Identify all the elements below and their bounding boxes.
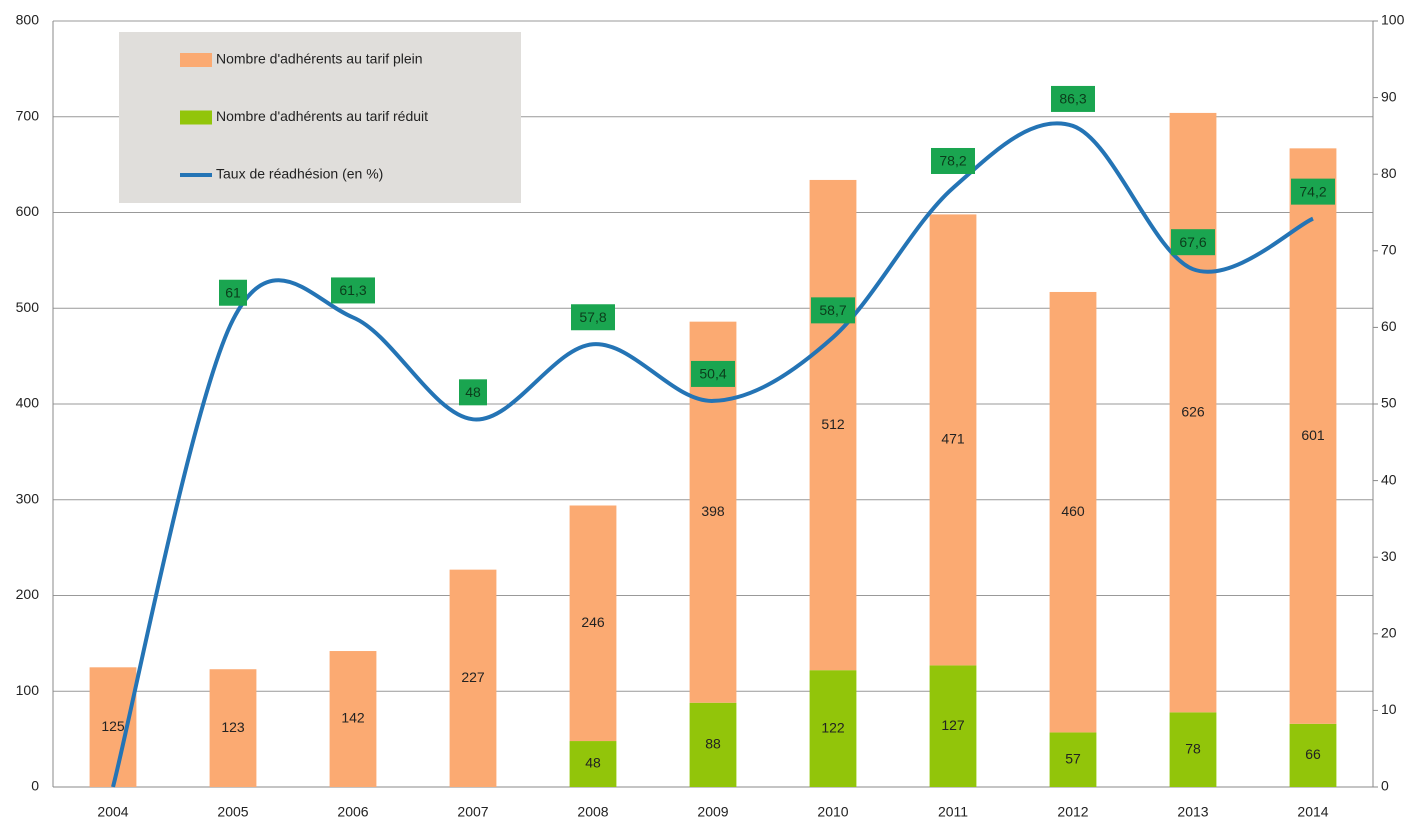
bar	[1169, 712, 1217, 787]
bar	[1049, 291, 1097, 733]
line-label: 48	[465, 384, 481, 400]
y2-tick-label: 0	[1381, 778, 1389, 794]
bar	[809, 179, 857, 671]
x-tick-label: 2008	[577, 804, 608, 820]
y2-tick-label: 40	[1381, 471, 1397, 487]
y2-tick-label: 10	[1381, 701, 1397, 717]
bar	[449, 569, 497, 787]
bar	[209, 669, 257, 787]
x-tick-label: 2009	[697, 804, 728, 820]
y2-tick-label: 100	[1381, 12, 1405, 28]
y2-tick-label: 30	[1381, 548, 1397, 564]
label-box	[571, 304, 615, 331]
y2-tick-label: 90	[1381, 88, 1397, 104]
label-box	[1171, 229, 1215, 256]
y2-tick-label: 20	[1381, 625, 1397, 641]
bar-label: 127	[941, 717, 965, 733]
bar-label: 398	[701, 503, 725, 519]
bar	[689, 702, 737, 787]
legend-swatch	[180, 110, 212, 125]
bar	[1289, 148, 1337, 724]
bar	[1289, 723, 1337, 787]
bar	[929, 665, 977, 787]
x-tick-label: 2011	[938, 804, 968, 820]
label-box	[691, 360, 735, 387]
bar-label: 227	[461, 669, 485, 685]
line-label: 67,6	[1179, 234, 1206, 250]
bar-label: 78	[1185, 740, 1201, 756]
line-label: 86,3	[1059, 91, 1086, 107]
x-tick-label: 2006	[337, 804, 368, 820]
bar-label: 512	[821, 416, 845, 432]
x-tick-label: 2013	[1177, 804, 1208, 820]
x-tick-label: 2007	[457, 804, 488, 820]
x-tick-label: 2014	[1297, 804, 1328, 820]
y-tick-label: 700	[16, 107, 40, 123]
x-tick-label: 2005	[217, 804, 248, 820]
bar	[1049, 732, 1097, 787]
label-box	[459, 379, 487, 406]
y2-tick-label: 80	[1381, 165, 1397, 181]
line-label: 61,3	[339, 282, 366, 298]
y-tick-label: 0	[31, 778, 39, 794]
label-box	[811, 297, 855, 324]
bar-label: 142	[341, 710, 365, 726]
bar	[329, 651, 377, 787]
line-label: 78,2	[939, 153, 966, 169]
line-label: 57,8	[579, 309, 606, 325]
line-label: 50,4	[699, 366, 726, 382]
legend-label: Taux de réadhésion (en %)	[216, 166, 383, 182]
y-tick-label: 400	[16, 395, 40, 411]
y-tick-label: 300	[16, 490, 40, 506]
bar	[1169, 112, 1217, 713]
label-box	[1291, 178, 1335, 205]
x-tick-label: 2004	[97, 804, 128, 820]
label-box	[1051, 85, 1095, 112]
y-tick-label: 800	[16, 12, 40, 28]
bar-label: 460	[1061, 503, 1085, 519]
legend-label: Nombre d'adhérents au tarif plein	[216, 51, 423, 67]
y-tick-label: 500	[16, 299, 40, 315]
y-tick-label: 200	[16, 586, 40, 602]
x-tick-label: 2012	[1057, 804, 1088, 820]
line-label: 58,7	[819, 302, 846, 318]
y-tick-label: 600	[16, 203, 40, 219]
bar-label: 57	[1065, 750, 1081, 766]
bar-label: 66	[1305, 746, 1321, 762]
x-tick-label: 2010	[817, 804, 848, 820]
bar-label: 246	[581, 614, 605, 630]
bar-label: 626	[1181, 403, 1205, 419]
line-label: 74,2	[1299, 183, 1326, 199]
bar-label: 48	[585, 755, 601, 771]
legend-swatch	[180, 53, 212, 67]
y2-tick-label: 60	[1381, 318, 1397, 334]
label-box	[331, 277, 375, 304]
bar-label: 123	[221, 719, 245, 735]
bar	[569, 505, 617, 742]
legend-label: Nombre d'adhérents au tarif réduit	[216, 108, 428, 124]
label-box	[931, 147, 975, 174]
y2-tick-label: 70	[1381, 242, 1397, 258]
bar-label: 125	[101, 718, 125, 734]
y-tick-label: 100	[16, 682, 40, 698]
bar-label: 601	[1301, 427, 1325, 443]
label-box	[219, 279, 247, 306]
line-label: 61	[225, 284, 241, 300]
bar-label: 471	[941, 431, 965, 447]
bar	[809, 670, 857, 787]
bar-label: 88	[705, 736, 721, 752]
bar	[929, 214, 977, 666]
bar	[569, 741, 617, 787]
y2-tick-label: 50	[1381, 395, 1397, 411]
bar-label: 122	[821, 719, 845, 735]
